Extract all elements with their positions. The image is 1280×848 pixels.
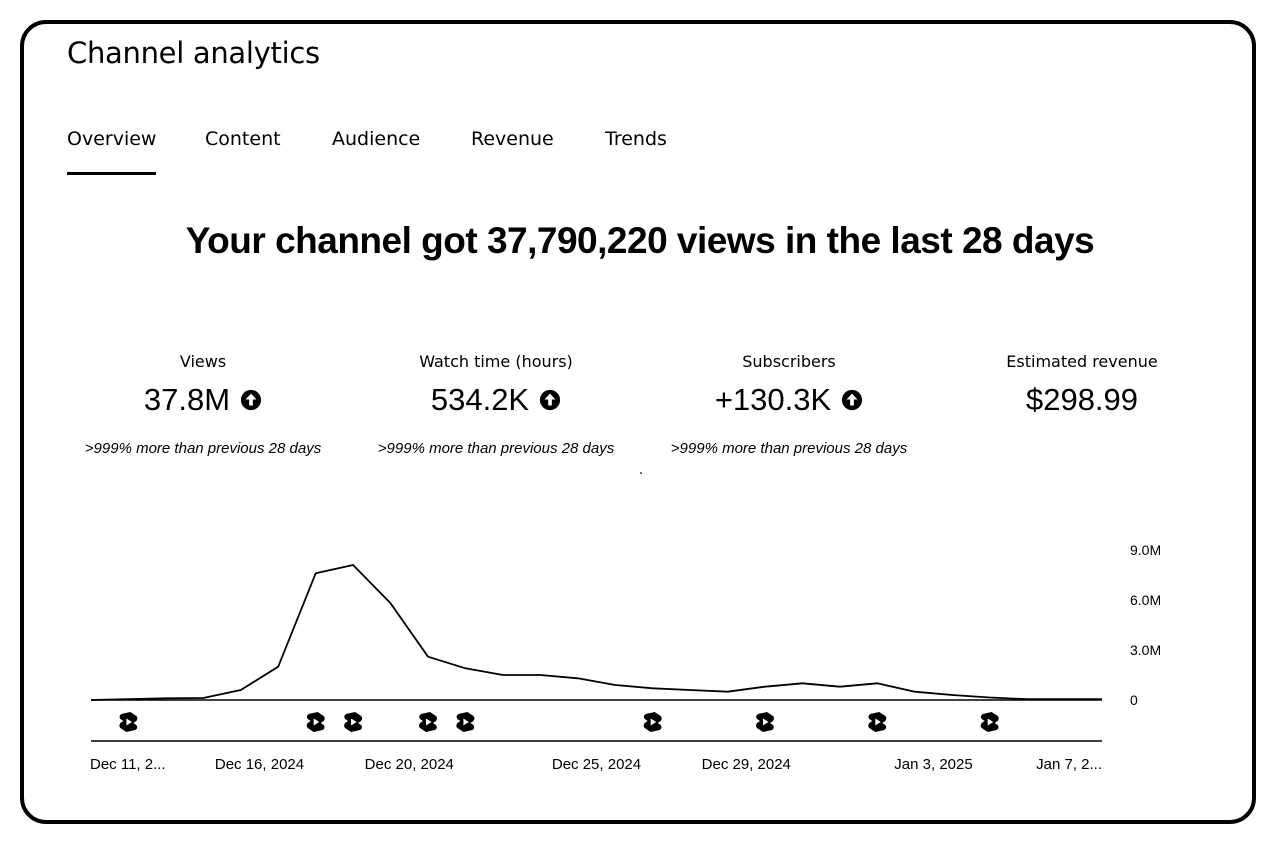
views-series-line [90,564,1102,701]
metric-comparison: >999% more than previous 28 days [84,440,322,457]
y-tick-label: 6.0M [1130,592,1161,608]
metric-label: Subscribers [742,352,836,371]
views-headline: Your channel got 37,790,220 views in the… [185,220,1095,261]
metric-value: 37.8M [143,382,231,417]
x-tick-label: Dec 29, 2024 [702,756,791,773]
metric-comparison: >999% more than previous 28 days [670,440,908,457]
x-tick-label: Dec 16, 2024 [215,756,304,773]
x-tick-label: Dec 20, 2024 [365,756,454,773]
page-title: Channel analytics [67,36,320,70]
youtube-shorts-icon[interactable] [119,712,138,732]
tab-trends[interactable]: Trends [605,128,667,150]
metric-card-watch-time[interactable]: Watch time (hours) 534.2K >999% more tha… [351,352,641,457]
youtube-shorts-icon[interactable] [306,712,325,732]
metric-card-revenue[interactable]: Estimated revenue $298.99 [937,352,1227,420]
metric-value: 534.2K [430,382,530,417]
metric-value: $298.99 [1025,382,1139,417]
views-line-chart[interactable]: 9.0M 6.0M 3.0M 0 Dec 11, 2... Dec 16, 2024 Dec… [0,530,1280,780]
x-tick-label: Dec 11, 2... [90,756,166,773]
tab-revenue[interactable]: Revenue [471,128,554,150]
metric-label: Estimated revenue [1006,352,1158,371]
y-tick-label: 0 [1130,692,1138,708]
youtube-shorts-icon[interactable] [868,712,887,732]
metric-card-subscribers[interactable]: Subscribers +130.3K >999% more than prev… [644,352,934,457]
metric-label: Views [179,352,227,371]
metric-value: +130.3K [714,382,832,417]
arrow-up-circle-icon [540,389,561,411]
analytics-panel [20,20,1256,824]
metric-comparison: >999% more than previous 28 days [377,440,615,457]
youtube-shorts-icon[interactable] [419,712,437,732]
youtube-shorts-icon[interactable] [980,712,999,732]
separator-dot [640,472,642,474]
x-tick-label: Dec 25, 2024 [552,756,641,773]
y-tick-label: 9.0M [1130,542,1161,558]
arrow-up-circle-icon [240,389,262,411]
youtube-shorts-icon[interactable] [456,712,475,732]
youtube-shorts-icon[interactable] [756,712,774,732]
y-tick-label: 3.0M [1130,642,1161,658]
x-tick-label: Jan 7, 2... [1036,756,1102,773]
metric-label: Watch time (hours) [419,352,573,371]
youtube-shorts-icon[interactable] [643,712,662,732]
metric-card-views[interactable]: Views 37.8M >999% more than previous 28 … [58,352,348,457]
tab-audience[interactable]: Audience [332,128,421,150]
x-tick-label: Jan 3, 2025 [894,756,972,773]
arrow-up-circle-icon [842,389,863,411]
tab-content[interactable]: Content [205,128,281,150]
tab-overview[interactable]: Overview [67,128,157,175]
youtube-shorts-icon[interactable] [344,712,363,732]
